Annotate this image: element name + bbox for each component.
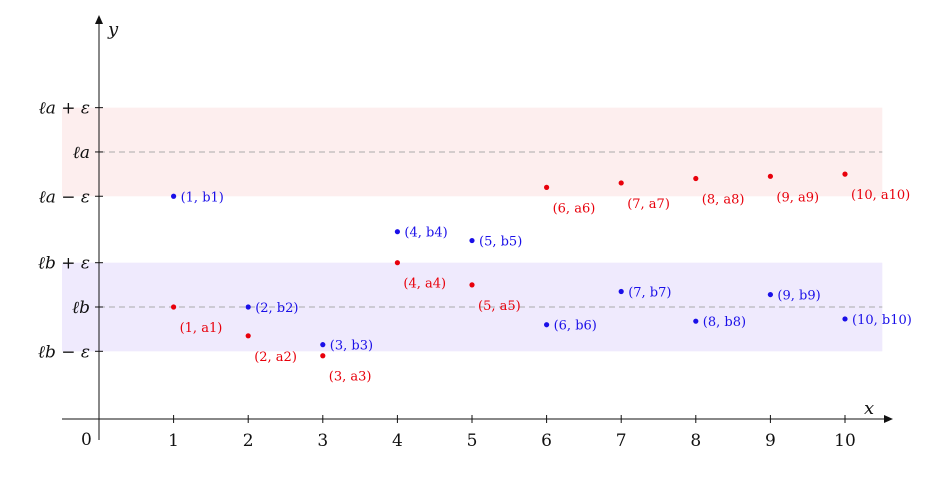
point-s0-7 [618,180,624,186]
point-s1-2 [245,304,251,310]
point-label-s1-1: (1, b1) [181,190,224,205]
y-tick-label-3: ℓb + ε [38,254,90,274]
x-tick-label-6: 6 [541,431,552,451]
point-s0-2 [245,333,251,339]
point-label-s0-9: (9, a9) [776,190,819,205]
x-tick-label-9: 9 [765,431,776,451]
x-tick-label-4: 4 [392,431,403,451]
point-s1-1 [171,193,177,199]
point-label-s1-3: (3, b3) [330,339,373,354]
x-tick-label-10: 10 [834,431,856,451]
x-tick-label-7: 7 [616,431,627,451]
point-label-s0-5: (5, a5) [478,299,521,314]
point-label-s0-3: (3, a3) [329,370,372,385]
point-label-s0-7: (7, a7) [627,197,670,212]
point-label-s1-4: (4, b4) [404,226,447,241]
point-s1-6 [544,322,550,328]
x-ticks-layer: 1 2 3 4 5 6 7 8 9 10 [168,415,856,451]
x-tick-label-8: 8 [690,431,701,451]
point-label-s1-8: (8, b8) [703,315,746,330]
point-s1-5 [469,237,475,244]
dashed-levels-layer [99,151,883,308]
point-label-s1-5: (5, b5) [479,235,522,250]
point-s1-7 [618,288,624,295]
axes-layer: x y 0 [62,15,893,450]
y-axis-label: y [107,19,119,40]
point-s1-4 [394,229,400,235]
point-s1-9 [767,291,774,298]
y-tick-label-0: ℓa + ε [39,99,90,119]
point-label-s0-10: (10, a10) [851,188,910,203]
point-label-s0-4: (4, a4) [403,277,446,292]
y-tick-label-4: ℓb [72,298,90,318]
point-s0-1 [171,304,177,310]
point-label-s0-2: (2, a2) [254,350,297,365]
point-label-s0-6: (6, a6) [553,201,596,216]
points-layer: (1, a1) (2, a2) (3, a3) (4, a4) (5, a5) (6, a… [171,171,912,385]
y-tick-label-2: ℓa − ε [39,187,90,207]
point-s0-4 [394,260,400,266]
point-label-s0-1: (1, a1) [180,321,223,336]
y-tick-label-1: ℓa [73,143,90,163]
point-label-s1-9: (9, b9) [777,289,820,304]
point-s0-10 [842,171,848,177]
point-s1-8 [693,318,699,324]
y-tick-label-5: ℓb − ε [38,342,90,362]
point-s1-3 [320,342,326,348]
point-s0-3 [320,353,326,359]
point-label-s1-10: (10, b10) [852,313,912,328]
origin-label: 0 [81,430,92,450]
point-s0-6 [544,184,550,190]
y-ticks-layer: ℓa + ε ℓa ℓa − ε ℓb + ε ℓb ℓb − ε [38,99,103,362]
point-s1-10 [842,316,848,322]
bands-layer [62,107,883,352]
x-axis-label: x [864,398,874,419]
point-label-s0-8: (8, a8) [702,193,745,208]
point-s0-8 [693,175,699,182]
y-axis-arrow [95,15,103,24]
x-tick-label-3: 3 [317,431,328,451]
x-tick-label-1: 1 [168,431,179,451]
point-s0-9 [767,173,774,179]
x-tick-label-2: 2 [243,431,254,451]
point-label-s1-7: (7, b7) [628,285,671,300]
point-label-s1-2: (2, b2) [255,301,298,316]
point-label-s1-6: (6, b6) [554,319,597,334]
x-axis-arrow [884,415,893,423]
x-tick-label-5: 5 [467,431,478,451]
point-s0-5 [469,282,475,288]
